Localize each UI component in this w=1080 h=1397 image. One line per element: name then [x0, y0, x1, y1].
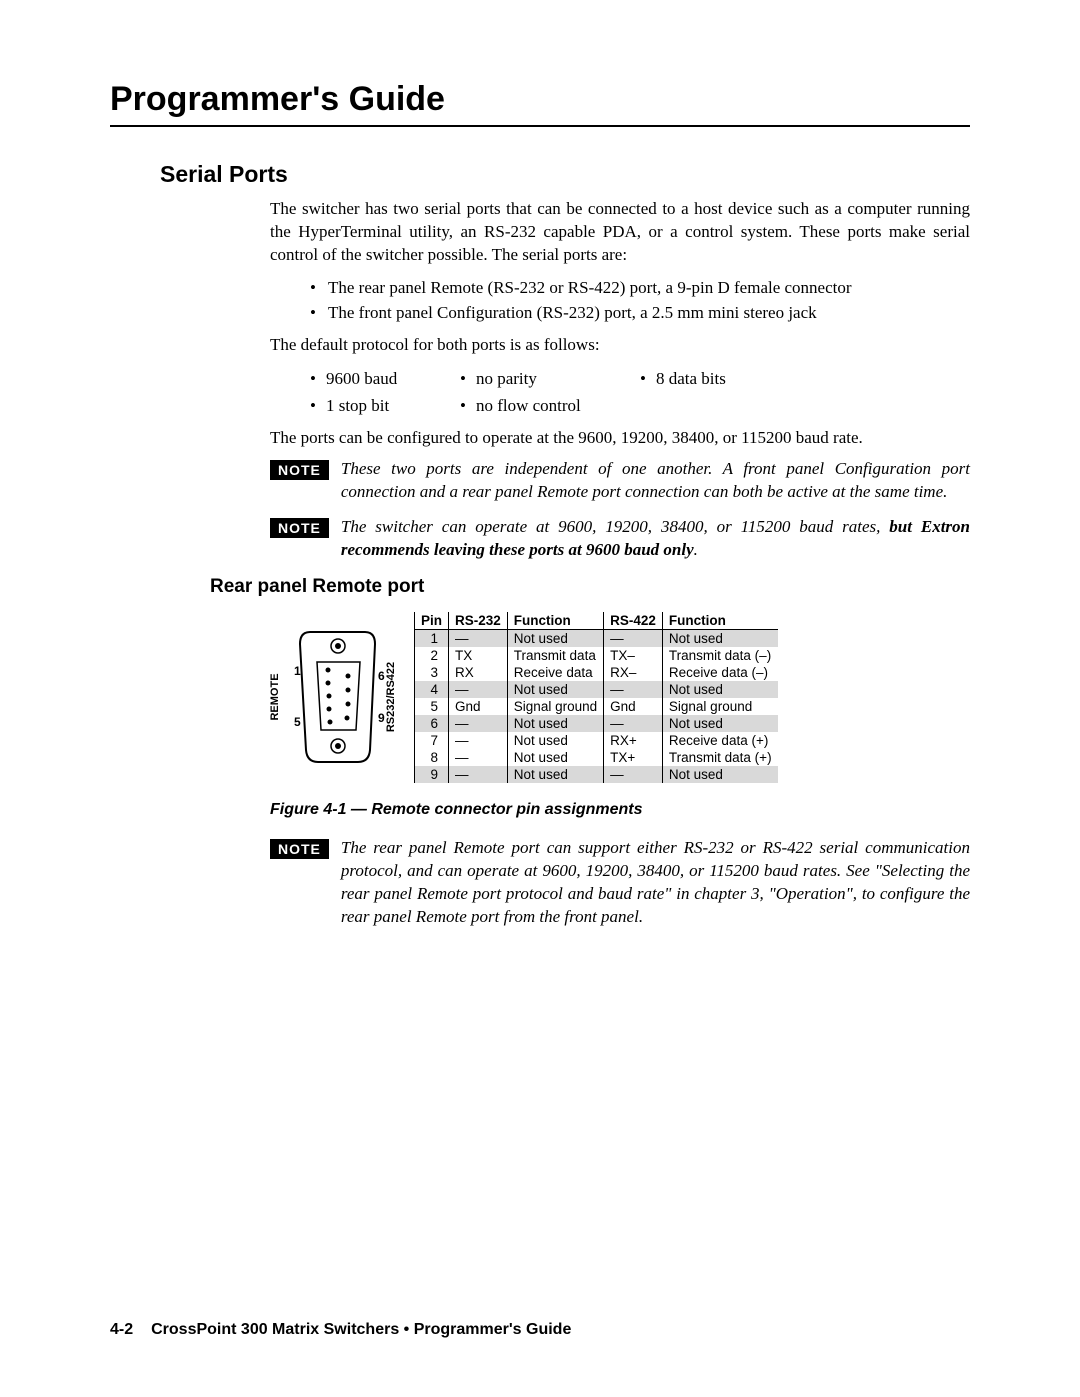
proto-databits: 8 data bits [656, 365, 726, 392]
note-badge-icon: NOTE [270, 839, 329, 859]
page-number: 4-2 [110, 1321, 133, 1338]
table-row: 1—Not used—Not used [415, 629, 778, 647]
intro-paragraph: The switcher has two serial ports that c… [270, 198, 970, 267]
subsection-rear-panel-title: Rear panel Remote port [210, 576, 970, 598]
pin-9-label: 9 [378, 711, 385, 725]
port-bullet-2: The front panel Configuration (RS-232) p… [310, 300, 970, 326]
pin-5-label: 5 [294, 715, 301, 729]
page-title: Programmer's Guide [110, 80, 970, 127]
protocol-intro: The default protocol for both ports is a… [270, 334, 970, 357]
note-2-text: The switcher can operate at 9600, 19200,… [341, 516, 970, 562]
proto-parity: no parity [476, 365, 537, 392]
table-row: 6—Not used—Not used [415, 715, 778, 732]
proto-flow: no flow control [476, 392, 581, 419]
port-bullet-1: The rear panel Remote (RS-232 or RS-422)… [310, 275, 970, 301]
db9-connector-icon: REMOTE RS232/RS422 1 5 6 9 [270, 622, 400, 772]
footer-text: CrossPoint 300 Matrix Switchers • Progra… [151, 1321, 571, 1338]
th-rs232: RS-232 [449, 612, 508, 630]
note-2: NOTE The switcher can operate at 9600, 1… [270, 516, 970, 562]
table-row: 2TXTransmit dataTX–Transmit data (–) [415, 647, 778, 664]
note-1-text: These two ports are independent of one a… [341, 458, 970, 504]
protocol-grid: •9600 baud •no parity •8 data bits •1 st… [310, 365, 970, 419]
figure-area: REMOTE RS232/RS422 1 5 6 9 Pin [270, 612, 970, 783]
section-serial-ports-title: Serial Ports [160, 161, 970, 188]
remote-label: REMOTE [270, 674, 281, 721]
proto-stopbit: 1 stop bit [326, 392, 389, 419]
pin-table: Pin RS-232 Function RS-422 Function 1—No… [414, 612, 778, 783]
table-row: 3RXReceive dataRX–Receive data (–) [415, 664, 778, 681]
note-1: NOTE These two ports are independent of … [270, 458, 970, 504]
page-footer: 4-2 CrossPoint 300 Matrix Switchers • Pro… [110, 1321, 571, 1339]
table-row: 4—Not used—Not used [415, 681, 778, 698]
rates-text: The ports can be configured to operate a… [270, 427, 970, 450]
note-3-text: The rear panel Remote port can support e… [341, 837, 970, 929]
table-row: 9—Not used—Not used [415, 766, 778, 783]
note-3: NOTE The rear panel Remote port can supp… [270, 837, 970, 929]
note-badge-icon: NOTE [270, 518, 329, 538]
th-func2: Function [662, 612, 777, 630]
th-func1: Function [507, 612, 603, 630]
th-pin: Pin [415, 612, 449, 630]
pin-1-label: 1 [294, 664, 301, 678]
table-row: 5GndSignal groundGndSignal ground [415, 698, 778, 715]
pin-6-label: 6 [378, 669, 385, 683]
th-rs422: RS-422 [604, 612, 663, 630]
port-list: The rear panel Remote (RS-232 or RS-422)… [310, 275, 970, 326]
table-row: 7—Not usedRX+Receive data (+) [415, 732, 778, 749]
proto-baud: 9600 baud [326, 365, 397, 392]
rs232-rs422-label: RS232/RS422 [385, 662, 397, 732]
table-row: 8—Not usedTX+Transmit data (+) [415, 749, 778, 766]
note-badge-icon: NOTE [270, 460, 329, 480]
figure-caption: Figure 4-1 — Remote connector pin assign… [270, 801, 970, 819]
